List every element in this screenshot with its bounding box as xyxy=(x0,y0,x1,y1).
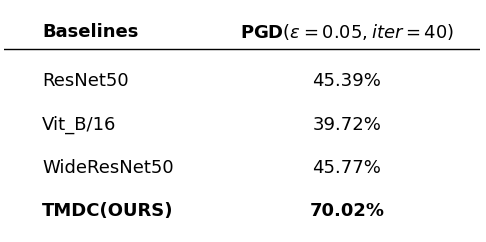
Text: Baselines: Baselines xyxy=(42,23,139,41)
Text: 70.02%: 70.02% xyxy=(310,202,384,220)
Text: 45.39%: 45.39% xyxy=(312,72,382,90)
Text: TMDC(OURS): TMDC(OURS) xyxy=(42,202,174,220)
Text: 45.77%: 45.77% xyxy=(312,159,382,177)
Text: WideResNet50: WideResNet50 xyxy=(42,159,174,177)
Text: Vit_B/16: Vit_B/16 xyxy=(42,115,117,134)
Text: $\mathbf{PGD}(\epsilon = 0.05, \mathit{iter} = 40)$: $\mathbf{PGD}(\epsilon = 0.05, \mathit{i… xyxy=(240,22,454,42)
Text: 39.72%: 39.72% xyxy=(312,115,382,134)
Text: ResNet50: ResNet50 xyxy=(42,72,129,90)
